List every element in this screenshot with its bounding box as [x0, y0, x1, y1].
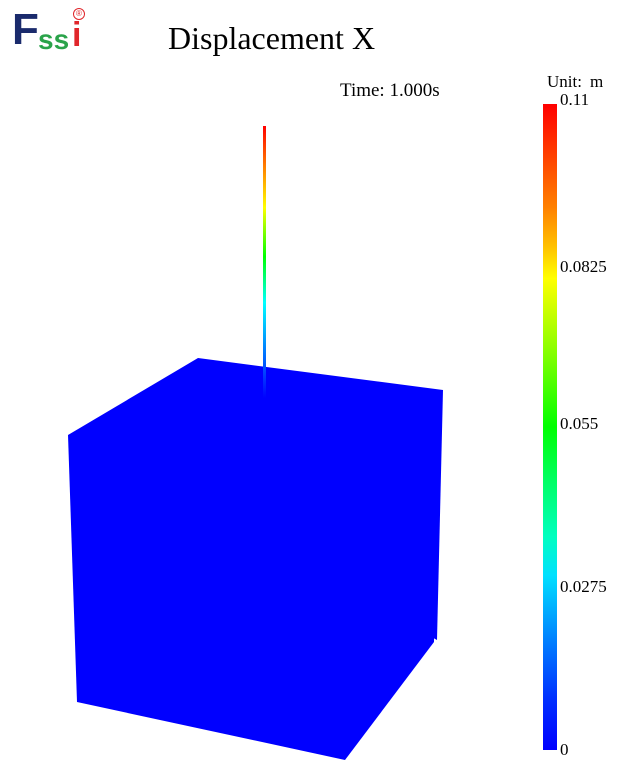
color-legend-bar — [543, 104, 557, 750]
registered-mark-icon: ® — [73, 8, 85, 20]
time-label: Time: 1.000s — [340, 80, 440, 101]
legend-tick-0.055: 0.055 — [560, 414, 599, 433]
legend-tick-min: 0 — [560, 740, 569, 759]
fssi-logo: F ss i ® — [12, 8, 92, 62]
legend-tick-0.0275: 0.0275 — [560, 577, 607, 596]
logo-letter-i: i — [72, 16, 82, 54]
pile-element — [263, 126, 266, 398]
model-viewport[interactable] — [0, 0, 540, 764]
unit-label: Unit: m — [547, 72, 603, 92]
unit-value: m — [589, 72, 604, 91]
legend-tick-max: 0.11 — [560, 90, 590, 109]
soil-block-front-face — [68, 392, 437, 760]
logo-letter-f: F — [12, 5, 39, 54]
legend-tick-0.0825: 0.0825 — [560, 257, 607, 276]
unit-label-text: Unit: — [547, 72, 582, 91]
plot-title: Displacement X — [168, 20, 376, 56]
logo-letters-ss: ss — [38, 24, 70, 55]
